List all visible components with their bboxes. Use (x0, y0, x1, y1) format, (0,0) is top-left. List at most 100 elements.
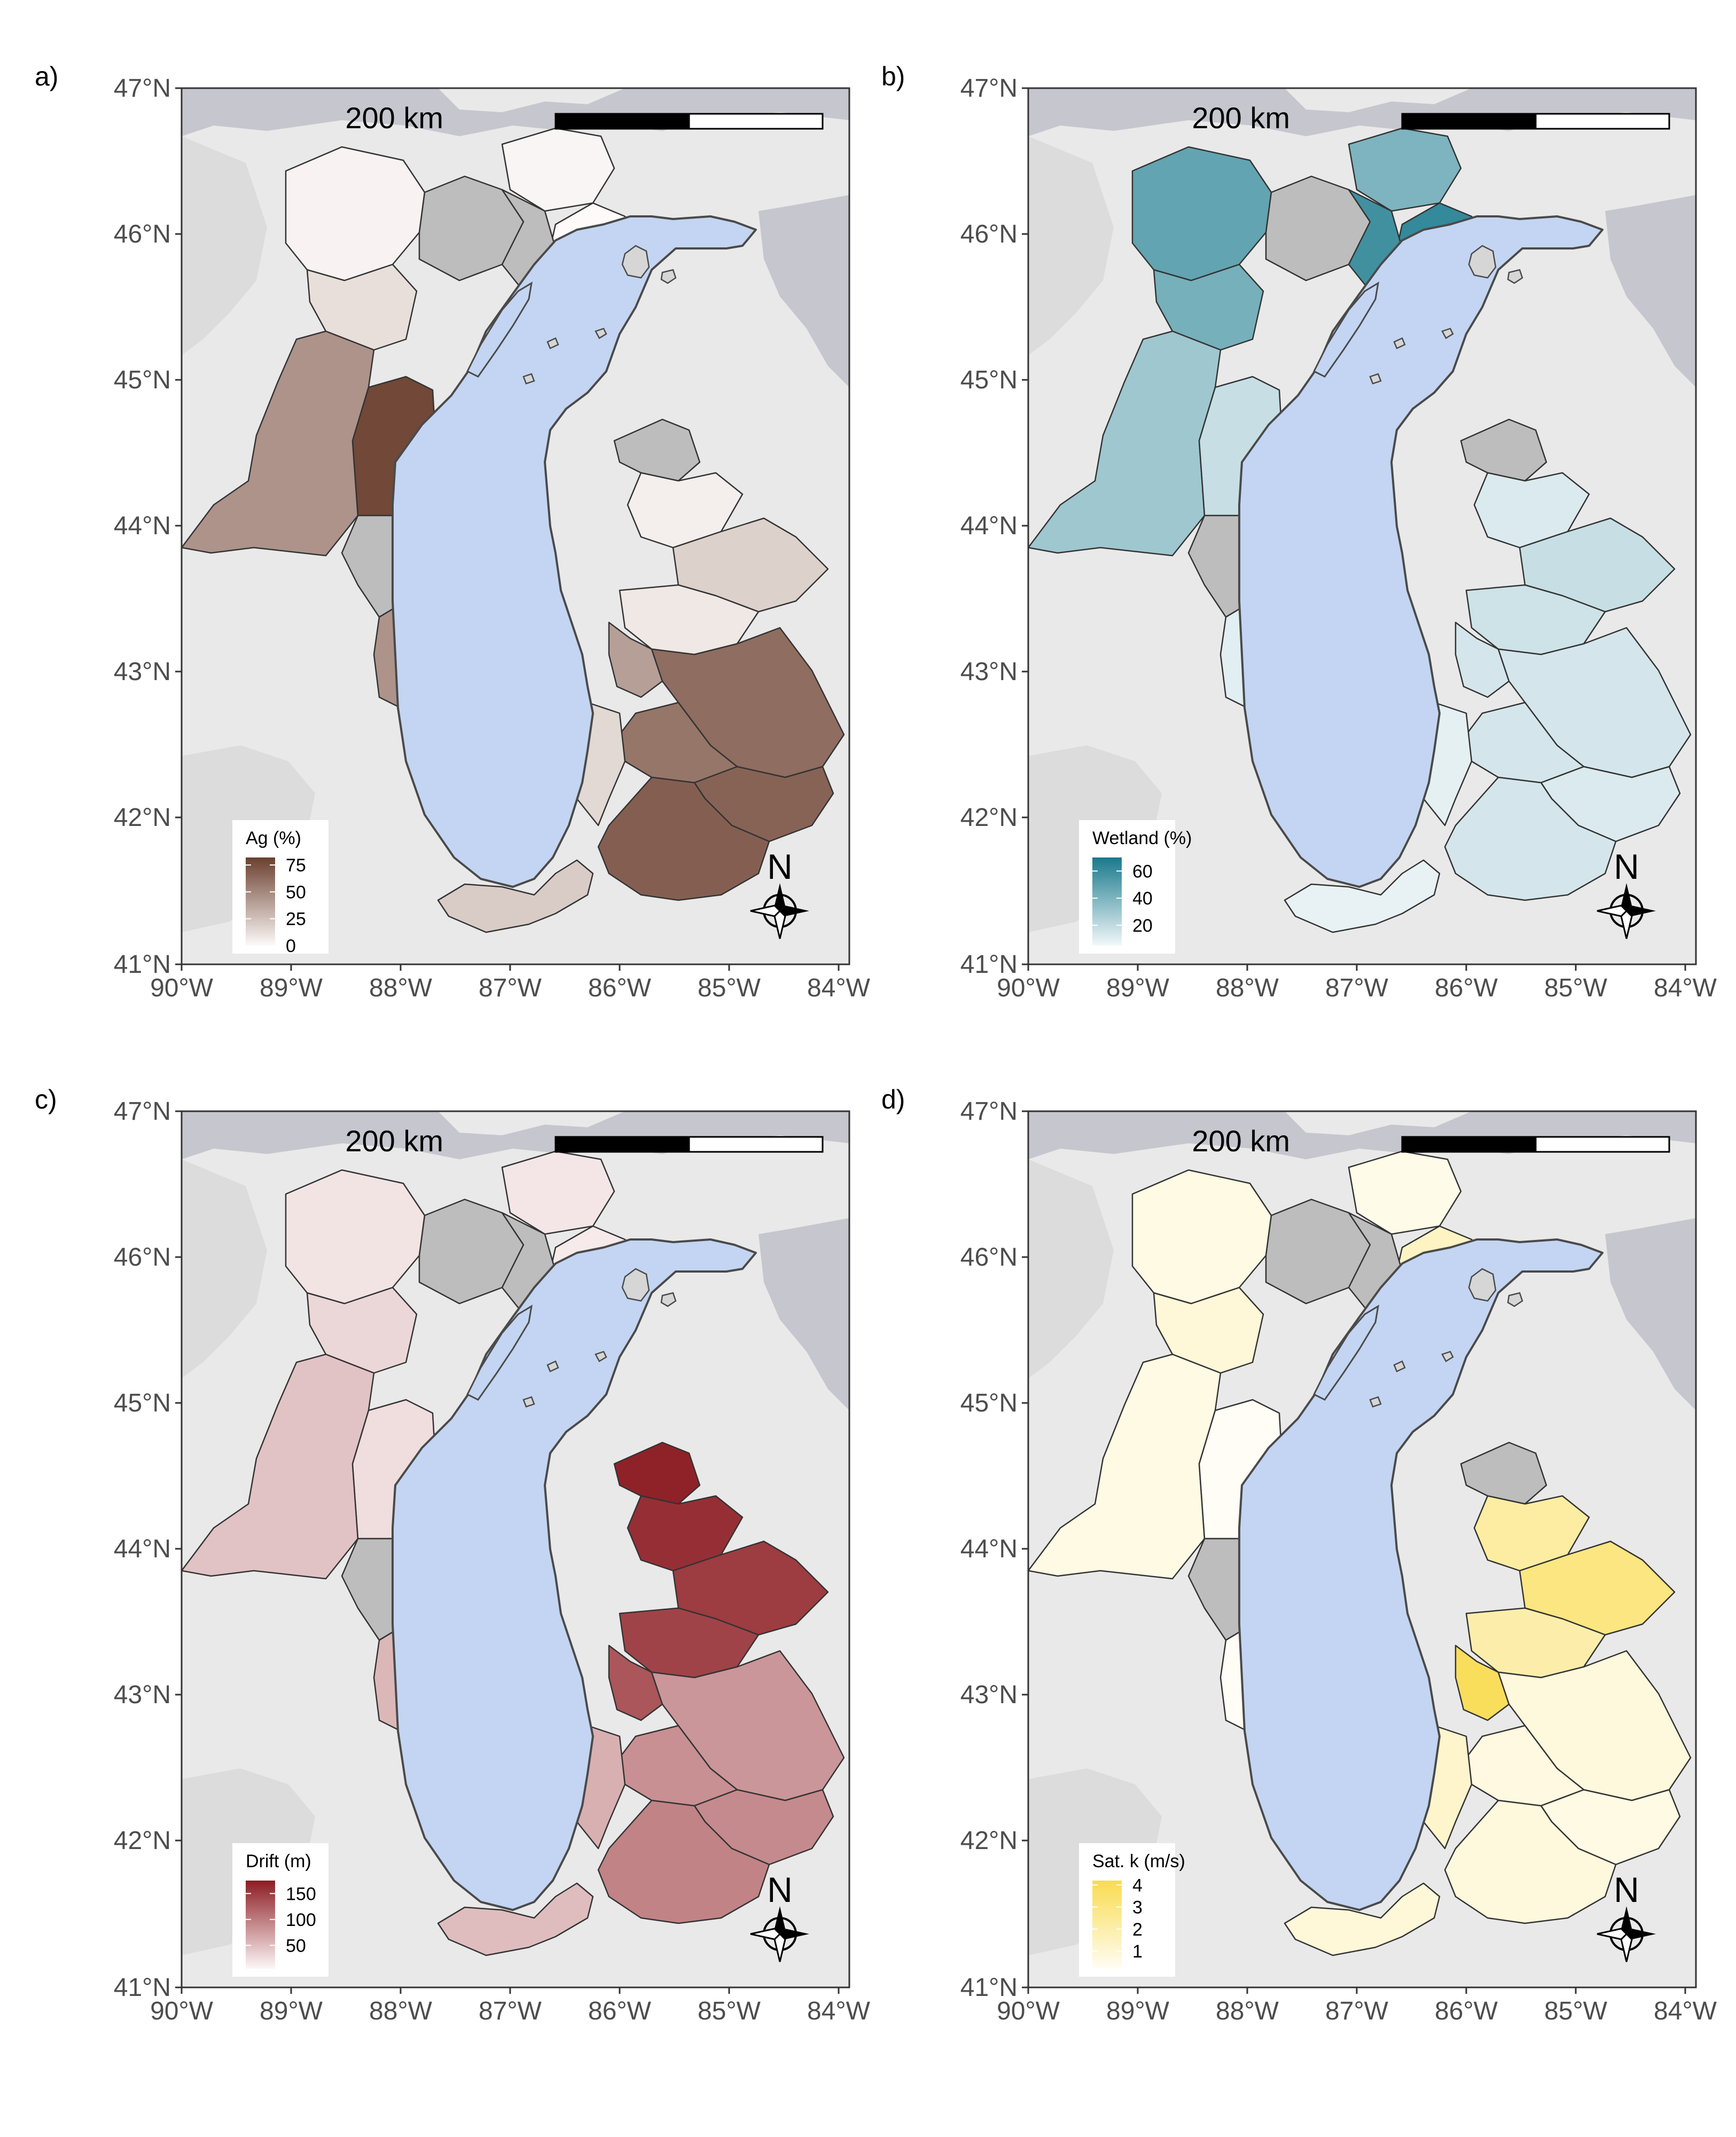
legend-tick-label: 100 (286, 1910, 316, 1930)
legend-tick-label: 2 (1132, 1920, 1143, 1940)
compass-point-n (1621, 883, 1632, 911)
legend-tick-label: 150 (286, 1884, 316, 1904)
compass-point-n (775, 1906, 785, 1934)
scale-bar-white (688, 1136, 824, 1153)
watershed-il-in-shore (1284, 859, 1441, 933)
x-tick-label: 90°W (150, 974, 214, 1002)
x-tick-label: 90°W (150, 1997, 214, 2025)
x-tick-label: 84°W (1654, 1997, 1717, 2025)
compass-point-w (1597, 1928, 1628, 1940)
x-tick-label: 90°W (997, 1997, 1060, 2025)
watershed-nw-upper-wi (1131, 146, 1272, 282)
x-tick-label: 86°W (1435, 1997, 1498, 2025)
x-tick-label: 90°W (997, 974, 1060, 1002)
island (1393, 337, 1406, 349)
x-tick-label: 89°W (260, 1997, 323, 2025)
y-tick-label: 43°N (114, 1681, 171, 1709)
scale-bar: 200 km (345, 101, 824, 135)
scale-bar-black (1401, 1136, 1537, 1153)
watershed-mi-st-joseph (597, 776, 770, 901)
lake-michigan (392, 215, 757, 888)
legend-colorbar (246, 857, 275, 946)
x-tick-label: 84°W (807, 1997, 871, 2025)
x-tick-label: 88°W (1216, 1997, 1279, 2025)
legend-colorbar (1092, 1881, 1122, 1969)
compass-point-e (1626, 1929, 1656, 1939)
x-tick-label: 88°W (369, 974, 433, 1002)
x-tick-label: 86°W (588, 1997, 652, 2025)
basemap-land (1028, 136, 1114, 355)
legend-colorbar (246, 1881, 275, 1969)
compass-point-n (775, 883, 785, 911)
watershed-nw-upper-wi (285, 1169, 426, 1305)
watershed-mi-west-small (608, 1644, 663, 1721)
x-tick-label: 88°W (1216, 974, 1279, 1002)
island (1369, 1396, 1382, 1408)
island (660, 269, 677, 284)
north-arrow: N (1597, 847, 1656, 939)
scale-bar-black (554, 113, 690, 130)
scale-bar-label: 200 km (345, 1124, 443, 1158)
island (1468, 245, 1497, 279)
island (522, 373, 535, 385)
y-tick-label: 46°N (960, 220, 1018, 248)
legend-tick-label: 40 (1132, 888, 1153, 909)
scale-bar-label: 200 km (1192, 1124, 1290, 1158)
north-arrow-label: N (767, 847, 793, 886)
watershed-mi-st-joseph (1444, 776, 1617, 901)
legend: Wetland (%) 60 40 20 (1079, 820, 1192, 954)
lake-michigan (1238, 215, 1604, 888)
north-arrow: N (750, 1870, 809, 1962)
y-tick-label: 42°N (960, 804, 1018, 832)
y-tick-label: 42°N (960, 1827, 1018, 1855)
watershed-mi-st-joseph (597, 1799, 770, 1924)
lake-michigan (392, 1238, 757, 1911)
x-tick-label: 87°W (1325, 1997, 1389, 2025)
map-area: 200 km N Wetland (%) 60 40 20 (1028, 88, 1696, 964)
y-tick-label: 43°N (114, 658, 171, 686)
watershed-nw-upper-wi (285, 146, 426, 282)
legend-title: Drift (m) (246, 1851, 311, 1871)
map-area: 200 km N Ag (%) 75 50 25 0 (182, 88, 849, 964)
map-panel-1: 200 km N Ag (%) 75 50 25 0 47°N 46°N 45°N 44°N 43°N… (114, 74, 871, 1002)
scale-bar: 200 km (1192, 1124, 1670, 1158)
neighbor-water (758, 195, 849, 387)
green-bay (1312, 282, 1380, 378)
y-tick-label: 46°N (114, 1243, 171, 1272)
map-panel-3: 200 km N Drift (m) 150 100 50 47°N 46°N 45°N 44°N… (114, 1097, 871, 2025)
compass-point-w (1597, 904, 1628, 917)
legend-tick-label: 20 (1132, 916, 1153, 936)
y-tick-label: 44°N (114, 1535, 171, 1563)
y-tick-label: 45°N (114, 366, 171, 394)
map-area: 200 km N Drift (m) 150 100 50 (182, 1111, 849, 1987)
y-tick-label: 47°N (960, 1097, 1018, 1126)
watershed-il-in-shore (437, 1882, 594, 1956)
north-arrow-label: N (767, 1870, 793, 1909)
north-arrow: N (1597, 1870, 1656, 1962)
island (546, 337, 559, 349)
x-tick-label: 86°W (1435, 974, 1498, 1002)
lake-michigan (1238, 1238, 1604, 1911)
panel-letter: d) (881, 1085, 905, 1114)
basemap-land (182, 1159, 267, 1378)
island (621, 1268, 650, 1302)
island (660, 1292, 677, 1307)
y-tick-label: 47°N (960, 74, 1018, 103)
compass-point-e (1626, 906, 1656, 916)
north-arrow-label: N (1614, 847, 1639, 886)
island (1369, 373, 1382, 385)
legend: Ag (%) 75 50 25 0 (232, 820, 329, 956)
map-panel-2: 200 km N Wetland (%) 60 40 20 47°N 46°N 45°N 44°N… (960, 74, 1717, 1002)
x-tick-label: 84°W (807, 974, 871, 1002)
north-arrow: N (750, 847, 809, 939)
watershed-north-wi-ne (306, 1286, 418, 1374)
y-tick-label: 41°N (114, 950, 171, 979)
legend-tick-label: 25 (286, 909, 306, 930)
green-bay (1312, 1305, 1380, 1401)
north-arrow-label: N (1614, 1870, 1639, 1909)
basemap-land (1028, 1159, 1114, 1378)
y-tick-label: 43°N (960, 1681, 1018, 1709)
green-bay (466, 282, 533, 378)
island (1441, 327, 1454, 339)
